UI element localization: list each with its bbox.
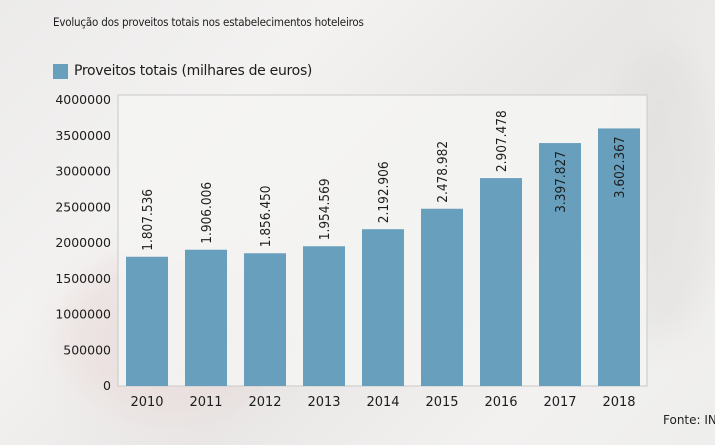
bar: [126, 256, 168, 386]
bar: [539, 143, 581, 386]
bar: [480, 178, 522, 386]
y-tick-label: 2500000: [55, 199, 111, 214]
x-tick-label: 2013: [307, 395, 340, 410]
chart-title: Evolução dos proveitos totais nos estabe…: [53, 15, 364, 29]
bar: [362, 229, 404, 386]
data-label: 1.807.536: [140, 189, 156, 251]
y-tick-label: 3000000: [55, 164, 111, 179]
bar: [421, 208, 463, 386]
legend-label: Proveitos totais (milhares de euros): [74, 63, 313, 79]
y-tick-label: 1000000: [55, 307, 111, 322]
x-tick-label: 2012: [248, 395, 281, 410]
data-label: 1.906.006: [199, 182, 215, 244]
x-tick-label: 2015: [425, 395, 458, 410]
source-note: Fonte: INE: [663, 413, 715, 427]
data-label: 3.397.827: [553, 151, 569, 213]
y-tick-label: 0: [103, 378, 111, 393]
x-tick-label: 2014: [366, 395, 399, 410]
y-tick-label: 4000000: [55, 92, 111, 107]
legend-swatch: [53, 63, 68, 79]
data-label: 3.602.367: [612, 136, 628, 198]
y-tick-label: 500000: [63, 342, 111, 357]
data-label: 1.954.569: [317, 178, 333, 240]
x-tick-label: 2010: [130, 395, 163, 410]
y-tick-label: 3500000: [55, 128, 111, 143]
data-label: 1.856.450: [258, 185, 274, 247]
x-tick-label: 2011: [189, 395, 222, 410]
y-tick-label: 1500000: [55, 271, 111, 286]
bar: [598, 128, 640, 386]
data-label: 2.907.478: [494, 110, 510, 172]
legend: Proveitos totais (milhares de euros): [53, 63, 312, 79]
data-label: 2.478.982: [435, 141, 451, 203]
bar: [244, 253, 286, 386]
x-tick-label: 2017: [543, 395, 576, 410]
x-tick-label: 2018: [602, 395, 635, 410]
x-tick-label: 2016: [484, 395, 517, 410]
data-label: 2.192.906: [376, 161, 392, 223]
y-tick-label: 2000000: [55, 235, 111, 250]
bar: [185, 249, 227, 386]
bar: [303, 246, 345, 386]
